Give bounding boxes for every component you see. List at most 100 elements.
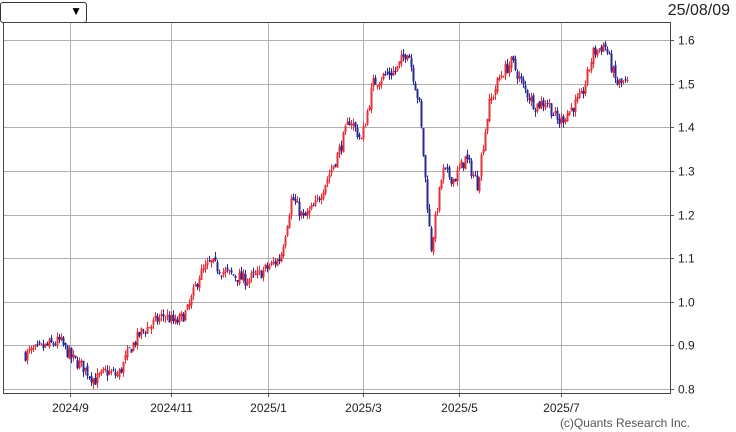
candle-body-up xyxy=(68,348,71,359)
candle-body-down xyxy=(120,368,123,373)
candle-body-down xyxy=(86,365,89,376)
candle-body-down xyxy=(298,201,301,217)
candle-body-up xyxy=(458,167,461,170)
candle-body-down xyxy=(394,70,397,72)
candle-body-up xyxy=(132,342,135,351)
candle-body-up xyxy=(250,272,253,279)
candle-body-down xyxy=(468,157,471,161)
candle-body-up xyxy=(364,126,367,128)
candle-body-up xyxy=(344,125,347,133)
candle-body-down xyxy=(232,274,235,276)
candle-body-up xyxy=(310,205,313,210)
candle-body-up xyxy=(124,355,127,361)
candle-body-up xyxy=(406,55,409,60)
y-tick-label: 1.6 xyxy=(678,34,695,48)
candle-body-down xyxy=(604,43,607,47)
candle-body-up xyxy=(320,197,323,200)
candle-body-up xyxy=(554,110,557,114)
candle-body-down xyxy=(538,101,541,108)
candle-body-up xyxy=(80,360,83,363)
candle-body-up xyxy=(190,295,193,306)
y-tick-label: 1.0 xyxy=(678,296,695,310)
candle-body-down xyxy=(444,167,447,169)
candle-body-down xyxy=(156,316,159,323)
candle-body-up xyxy=(224,269,227,273)
candle-body-down xyxy=(550,103,553,116)
candle-body-down xyxy=(82,360,85,373)
candle-body-up xyxy=(126,348,129,358)
candle-body-up xyxy=(148,327,151,329)
candle-body-down xyxy=(208,260,211,262)
candle-body-up xyxy=(98,373,101,375)
candle-body-up xyxy=(456,170,459,182)
candle-body-down xyxy=(408,55,411,58)
candle-body-up xyxy=(566,113,569,122)
candle-body-up xyxy=(574,99,577,112)
y-tick-label: 1.1 xyxy=(678,252,695,266)
candle-body-down xyxy=(448,167,451,178)
candle-body-down xyxy=(340,145,343,151)
candle-body-up xyxy=(588,69,591,71)
candle-body-up xyxy=(264,264,267,269)
candle-body-up xyxy=(328,174,331,179)
candle-body-down xyxy=(470,160,473,177)
candle-body-up xyxy=(136,331,139,346)
candle-body-up xyxy=(440,180,443,189)
candle-body-down xyxy=(304,212,307,216)
candle-body-down xyxy=(50,337,53,343)
copyright-credit: (c)Quants Research Inc. xyxy=(559,416,690,430)
candle-body-up xyxy=(276,259,279,266)
candle-body-down xyxy=(552,115,555,117)
candle-body-down xyxy=(526,89,529,98)
candle-body-down xyxy=(404,55,407,60)
candle-body-down xyxy=(614,64,617,79)
candle-body-down xyxy=(182,314,185,322)
y-tick-label: 1.4 xyxy=(678,121,695,135)
candle-body-up xyxy=(306,211,309,216)
candle-body-up xyxy=(280,254,283,262)
chevron-down-icon: ▼ xyxy=(70,4,82,18)
candle-body-up xyxy=(258,269,261,271)
candle-body-down xyxy=(384,73,387,75)
candle-body-up xyxy=(434,213,437,239)
x-tick-label: 2025/5 xyxy=(441,401,478,415)
x-tick-label: 2024/9 xyxy=(52,401,89,415)
candle-body-up xyxy=(502,76,505,78)
candle-body-up xyxy=(400,55,403,64)
candle-body-up xyxy=(398,61,401,66)
candle-body-down xyxy=(428,209,431,227)
candle-body-up xyxy=(536,103,539,112)
candle-body-down xyxy=(572,107,575,112)
candle-body-up xyxy=(56,336,59,346)
candle-body-down xyxy=(172,314,175,322)
candle-body-down xyxy=(388,71,391,75)
candle-body-down xyxy=(168,315,171,323)
candle-body-down xyxy=(236,279,239,282)
candle-body-down xyxy=(130,349,133,353)
candle-body-down xyxy=(476,175,479,190)
candle-body-up xyxy=(438,187,441,211)
candle-body-up xyxy=(544,104,547,108)
candle-body-down xyxy=(46,343,49,346)
candle-body-down xyxy=(546,102,549,104)
candle-body-up xyxy=(464,156,467,170)
candle-body-down xyxy=(106,370,109,376)
candle-body-up xyxy=(246,282,249,285)
candle-body-down xyxy=(216,262,219,272)
candle-body-up xyxy=(192,287,195,296)
candle-body-up xyxy=(206,262,209,265)
candle-body-down xyxy=(416,89,419,99)
candle-body-down xyxy=(390,72,393,76)
candle-body-up xyxy=(484,131,487,151)
candle-body-down xyxy=(624,79,627,81)
candle-body-up xyxy=(436,211,439,213)
candle-body-up xyxy=(510,56,513,68)
candle-body-down xyxy=(94,377,97,385)
candle-body-down xyxy=(542,99,545,106)
candle-body-down xyxy=(138,332,141,337)
candle-body-down xyxy=(88,377,91,379)
candle-body-down xyxy=(90,375,93,383)
candle-body-down xyxy=(278,258,281,262)
candle-body-up xyxy=(290,198,293,216)
candle-body-up xyxy=(178,314,181,323)
